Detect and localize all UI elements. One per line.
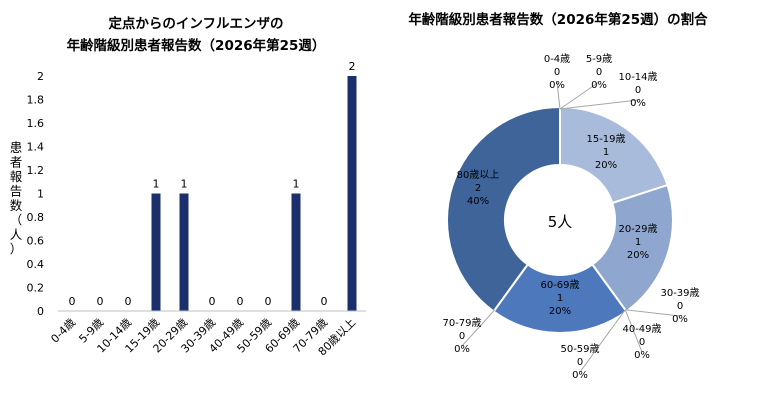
y-axis-label-char: 人 — [10, 227, 23, 242]
donut-slice — [492, 263, 628, 334]
slice-name-label: 0-4歳 — [544, 53, 570, 65]
slice-name-label: 50-59歳 — [560, 343, 599, 355]
slice-percent-label: 0% — [634, 350, 650, 361]
slice-count-label: 1 — [603, 147, 609, 158]
bar — [347, 76, 357, 311]
y-tick-label: 2 — [37, 70, 44, 83]
bar-data-label: 0 — [265, 295, 272, 308]
slice-count-label: 0 — [459, 331, 465, 342]
slice-name-label: 60-69歳 — [540, 279, 579, 291]
slice-name-label: 40-49歳 — [622, 323, 661, 335]
bar-data-label: 1 — [293, 178, 300, 191]
bar-data-label: 1 — [153, 178, 160, 191]
slice-percent-label: 20% — [549, 306, 571, 317]
bar-data-label: 2 — [349, 60, 356, 73]
x-tick-label: 0-4歳 — [48, 316, 78, 346]
bar-data-label: 0 — [125, 295, 132, 308]
slice-count-label: 0 — [639, 337, 645, 348]
leader-line — [625, 309, 681, 317]
y-tick-label: 1.2 — [27, 164, 45, 177]
slice-percent-label: 0% — [672, 314, 688, 325]
donut-slice — [590, 183, 674, 313]
y-axis-label-char: 数 — [10, 198, 23, 213]
bar-data-label: 0 — [209, 295, 216, 308]
slice-percent-label: 20% — [627, 250, 649, 261]
y-axis-label-char: ） — [10, 242, 23, 257]
y-tick-label: 1.4 — [27, 141, 45, 154]
slice-count-label: 0 — [596, 67, 602, 78]
y-axis-label-char: 告 — [10, 184, 23, 199]
leader-line — [559, 99, 639, 110]
slice-name-label: 80歳以上 — [457, 169, 500, 181]
bar — [291, 193, 301, 311]
y-axis-label-char: （ — [10, 213, 23, 228]
y-tick-label: 1.6 — [27, 117, 45, 130]
bar-chart: 定点からのインフルエンザの 年齢階級別患者報告数（2026年第25週） 患者報告… — [10, 15, 366, 358]
bar-data-label: 0 — [321, 295, 328, 308]
slice-name-label: 30-39歳 — [660, 287, 699, 299]
slice-name-label: 70-79歳 — [442, 317, 481, 329]
y-tick-label: 1 — [37, 188, 44, 201]
slice-count-label: 1 — [635, 237, 641, 248]
bar-data-label: 0 — [237, 295, 244, 308]
donut-slice — [559, 105, 669, 205]
slice-count-label: 0 — [677, 301, 683, 312]
bar-chart-title-line-1: 定点からのインフルエンザの — [108, 15, 283, 32]
bar — [179, 193, 189, 311]
slice-name-label: 10-14歳 — [618, 71, 657, 83]
slice-count-label: 0 — [635, 85, 641, 96]
donut-slice — [446, 105, 561, 313]
slice-percent-label: 20% — [595, 160, 617, 171]
y-axis-label: 患者報告数（人） — [10, 140, 23, 257]
slice-percent-label: 40% — [467, 196, 489, 207]
slice-count-label: 0 — [577, 357, 583, 368]
y-tick-label: 0.4 — [27, 258, 45, 271]
bar-chart-title-line-2: 年齢階級別患者報告数（2026年第25週） — [67, 37, 326, 54]
y-tick-label: 1.8 — [27, 94, 45, 107]
leader-line — [559, 81, 600, 110]
leader-line — [556, 81, 561, 110]
donut-chart-title: 年齢階級別患者報告数（2026年第25週）の割合 — [408, 11, 708, 28]
bar-data-label: 0 — [69, 295, 76, 308]
y-axis-label-char: 患 — [10, 140, 23, 155]
donut-chart: 年齢階級別患者報告数（2026年第25週）の割合 0-4歳 0 0% 5-9歳 0 0% 1… — [408, 11, 708, 381]
slice-percent-label: 0% — [454, 344, 470, 355]
y-axis-label-char: 報 — [10, 169, 23, 184]
slice-name-label: 20-29歳 — [618, 223, 657, 235]
slice-percent-label: 0% — [630, 98, 646, 109]
donut-center-label: 5人 — [548, 213, 573, 231]
bar-data-label: 0 — [97, 295, 104, 308]
slice-count-label: 1 — [557, 293, 563, 304]
slice-count-label: 0 — [554, 67, 560, 78]
leader-line — [461, 309, 496, 347]
slice-count-label: 2 — [475, 183, 481, 194]
leader-line — [624, 309, 643, 353]
bar — [151, 193, 161, 311]
slice-percent-label: 0% — [549, 80, 565, 91]
y-tick-label: 0.8 — [27, 211, 45, 224]
slice-percent-label: 0% — [572, 370, 588, 381]
y-axis-label-char: 者 — [10, 155, 23, 170]
slice-name-label: 15-19歳 — [586, 133, 625, 145]
slice-name-label: 5-9歳 — [586, 53, 612, 65]
y-tick-label: 0 — [37, 305, 44, 318]
slice-percent-label: 0% — [591, 80, 607, 91]
bar-data-label: 1 — [181, 178, 188, 191]
leader-line — [579, 309, 626, 373]
y-tick-label: 0.2 — [27, 282, 45, 295]
y-tick-label: 0.6 — [27, 235, 45, 248]
